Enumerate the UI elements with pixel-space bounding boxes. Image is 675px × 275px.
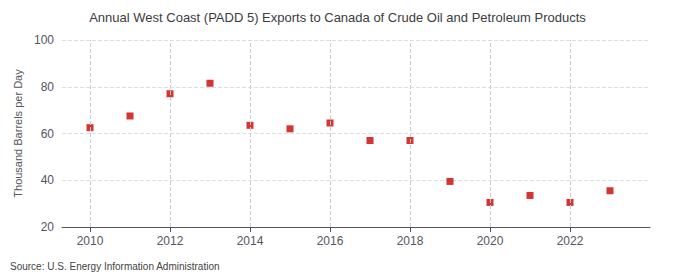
svg-text:2016: 2016 xyxy=(317,234,344,248)
svg-text:2014: 2014 xyxy=(237,234,264,248)
svg-text:40: 40 xyxy=(41,173,55,187)
svg-text:Source: U.S. Energy Informatio: Source: U.S. Energy Information Administ… xyxy=(10,261,220,272)
svg-text:2020: 2020 xyxy=(477,234,504,248)
svg-text:Thousand Barrels per Day: Thousand Barrels per Day xyxy=(12,69,24,198)
svg-text:2010: 2010 xyxy=(77,234,104,248)
svg-text:80: 80 xyxy=(41,80,55,94)
svg-text:60: 60 xyxy=(41,127,55,141)
svg-text:100: 100 xyxy=(34,33,54,47)
svg-text:2022: 2022 xyxy=(557,234,584,248)
svg-text:2012: 2012 xyxy=(157,234,184,248)
svg-text:Annual West Coast (PADD 5) Exp: Annual West Coast (PADD 5) Exports to Ca… xyxy=(89,10,586,25)
svg-text:20: 20 xyxy=(41,220,55,234)
svg-text:2018: 2018 xyxy=(397,234,424,248)
